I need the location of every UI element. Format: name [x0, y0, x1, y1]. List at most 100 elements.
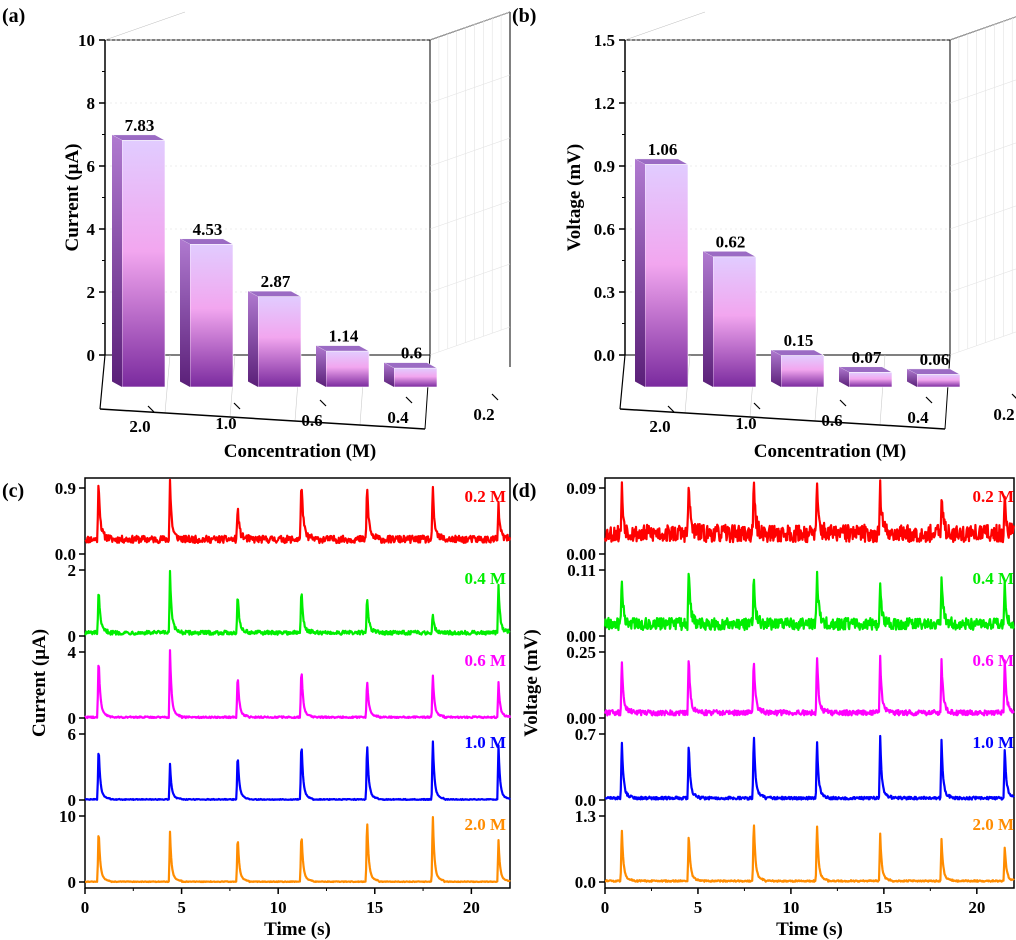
- y-tick-label: 0.9: [55, 479, 76, 498]
- x-tick: [491, 393, 499, 401]
- voltage-time-traces: 0.000.09 0.2 M0.000.11 0.4 M0.000.25 0.6 M0…: [521, 477, 1016, 940]
- x-tick-label: 0.6: [821, 411, 842, 430]
- bar-side: [316, 345, 326, 387]
- y-tick-label: 0.00: [566, 545, 596, 564]
- y-tick-label: 0.3: [594, 283, 615, 302]
- top-left-diag: [624, 11, 706, 41]
- y-tick-label: 0: [68, 791, 77, 810]
- bar-side: [180, 238, 190, 387]
- series-label: 0.6 M: [972, 651, 1014, 670]
- bar-data-label: 0.62: [716, 232, 746, 251]
- y-tick-label: 0.0: [575, 873, 596, 892]
- x-tick: [405, 396, 413, 404]
- x-axis-title: Concentration (M): [224, 441, 377, 462]
- bar-data-label: 0.15: [784, 331, 814, 350]
- panel-b-label: (b): [512, 5, 536, 27]
- series-line: [603, 654, 1015, 717]
- x-tick: [319, 399, 327, 407]
- x-axis-line: [619, 408, 946, 430]
- series-label: 2.0 M: [972, 815, 1014, 834]
- floor-gridline: [879, 354, 886, 426]
- top-diag-edge: [949, 16, 1016, 41]
- side-y-gridline: [429, 326, 511, 356]
- x-tick-label: 20: [968, 898, 985, 917]
- bar-data-label: 1.06: [648, 140, 678, 159]
- x-tick-label: 5: [694, 898, 703, 917]
- y-axis-title: Current (μA): [62, 143, 83, 251]
- x-tick-label: 20: [463, 898, 480, 917]
- y-tick-label: 0.7: [575, 725, 597, 744]
- x-axis-title: Time (s): [776, 919, 843, 940]
- side-y-gridline: [949, 79, 1016, 104]
- bar-side: [635, 158, 645, 387]
- bar-data-label: 0.6: [401, 344, 422, 363]
- y-tick-label: 10: [59, 807, 76, 826]
- bar-side: [384, 362, 394, 387]
- bar-data-label: 2.87: [261, 272, 291, 291]
- x-tick-label: 1.0: [215, 414, 236, 433]
- floor-left-edge: [619, 354, 626, 410]
- side-y-gridline: [429, 11, 511, 41]
- x-tick: [667, 405, 675, 413]
- x-tick-label: 0.4: [387, 408, 409, 427]
- side-y-gridline: [429, 74, 511, 104]
- plot-frame: [604, 477, 1015, 889]
- side-y-gridline: [949, 16, 1016, 41]
- x-tick-label: 5: [177, 898, 186, 917]
- bar: [121, 140, 166, 388]
- floor-gridline: [164, 354, 171, 414]
- series-line: [84, 569, 511, 636]
- bar: [325, 350, 370, 388]
- side-y-gridline: [429, 263, 511, 293]
- panel-c-label: (c): [2, 480, 24, 502]
- bar: [780, 355, 825, 388]
- bar: [257, 296, 302, 388]
- x-tick: [839, 399, 847, 407]
- bar-side: [112, 134, 122, 387]
- series-line: [84, 478, 512, 545]
- y-tick-label: 0.09: [566, 479, 596, 498]
- panel-d-label: (d): [512, 480, 536, 502]
- series-label: 0.2 M: [464, 487, 506, 506]
- series-line: [603, 570, 1015, 632]
- side-y-gridline: [949, 268, 1016, 293]
- bar-side: [907, 368, 917, 387]
- y-tick-label: 0: [68, 873, 77, 892]
- series-label: 1.0 M: [972, 733, 1014, 752]
- x-tick: [233, 402, 241, 410]
- y-tick-label: 0.00: [566, 709, 596, 728]
- bar-side: [703, 251, 713, 387]
- side-y-gridline: [429, 137, 511, 167]
- x-tick: [147, 405, 155, 413]
- series-label: 1.0 M: [464, 733, 506, 752]
- x-tick-label: 10: [270, 898, 287, 917]
- x-tick: [1011, 393, 1016, 399]
- y-tick-label: 2: [68, 561, 77, 580]
- bar-data-label: 1.14: [329, 327, 359, 346]
- x-axis-line: [99, 408, 426, 430]
- series-line: [603, 479, 1016, 544]
- bar-data-label: 4.53: [193, 220, 223, 239]
- x-tick-label: 1.0: [735, 414, 756, 433]
- series-line: [84, 740, 511, 802]
- x-tick-label: 15: [875, 898, 892, 917]
- plot-frame: [84, 477, 511, 889]
- y-tick-label: 1.3: [575, 807, 596, 826]
- y-tick-label: 0.0: [594, 346, 615, 365]
- y-tick-label: 0.00: [566, 627, 596, 646]
- series-label: 0.2 M: [972, 487, 1014, 506]
- bar-data-label: 0.07: [852, 348, 882, 367]
- bar-chart-current: 0 2 4 6 8 10 Current (μA) 7.83 2.0 4.53 1.0 2.87 0.6…: [62, 11, 511, 462]
- y-tick-label: 6: [68, 725, 77, 744]
- x-tick-label: 0: [81, 898, 90, 917]
- y-tick-label: 0: [87, 346, 96, 365]
- bar: [644, 164, 689, 388]
- series-label: 0.4 M: [972, 569, 1014, 588]
- bar: [848, 371, 893, 388]
- x-tick-label: 0.6: [301, 411, 322, 430]
- y-tick-label: 10: [78, 31, 95, 50]
- x-tick: [753, 402, 761, 410]
- y-tick-label: 0: [68, 709, 77, 728]
- x-tick-label: 2.0: [129, 417, 150, 436]
